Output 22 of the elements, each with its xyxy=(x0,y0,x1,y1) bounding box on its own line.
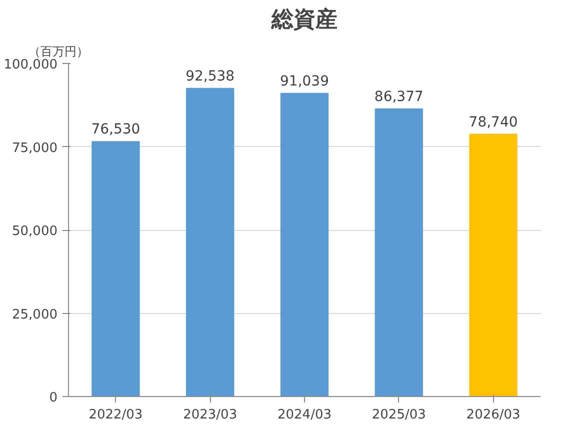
x-tick-label: 2022/03 xyxy=(88,408,143,422)
bar xyxy=(92,141,140,396)
x-tick-label: 2025/03 xyxy=(372,408,426,422)
bar xyxy=(280,92,329,396)
data-label: 78,740 xyxy=(468,114,518,130)
x-tick-label: 2026/03 xyxy=(466,408,520,422)
data-label: 86,377 xyxy=(374,88,424,105)
x-tick-label: 2024/03 xyxy=(277,408,332,422)
y-axis-title: （百万円） xyxy=(28,44,88,58)
y-tick-label: 25,000 xyxy=(12,307,58,322)
data-label: 92,538 xyxy=(186,68,235,84)
y-tick-label: 0 xyxy=(49,390,58,406)
data-label: 76,530 xyxy=(91,122,140,138)
bar xyxy=(374,108,423,396)
y-tick-label: 100,000 xyxy=(4,58,58,72)
bar xyxy=(469,134,518,396)
bar xyxy=(186,88,234,396)
data-label: 91,039 xyxy=(280,73,330,90)
y-tick-label: 75,000 xyxy=(12,140,58,156)
chart-title: 総資産 xyxy=(270,6,338,32)
x-tick-label: 2023/03 xyxy=(183,408,238,422)
y-tick-label: 50,000 xyxy=(12,224,58,239)
